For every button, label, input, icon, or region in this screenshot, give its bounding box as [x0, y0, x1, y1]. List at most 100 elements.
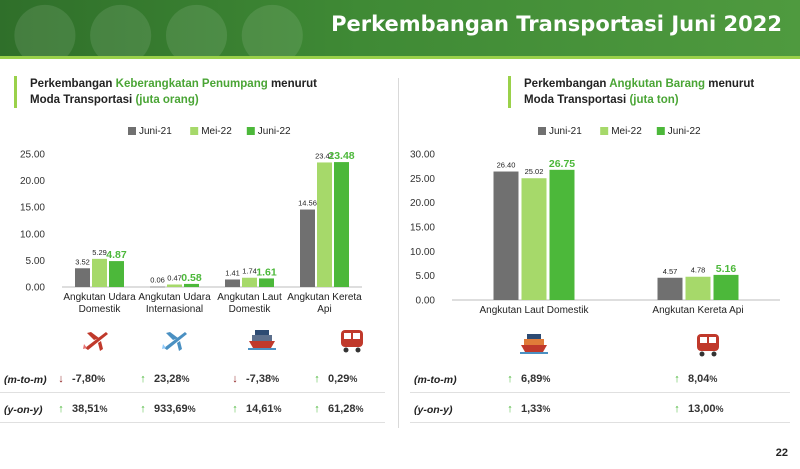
- ship-deck: [252, 335, 272, 341]
- stat-number: 23,28: [154, 373, 182, 385]
- stat-number: 38,51: [72, 403, 100, 415]
- freight-chart-title: Perkembangan Angkutan Barang menurut Mod…: [524, 76, 754, 108]
- train-wheel: [343, 347, 349, 353]
- stat-number: -7,38: [246, 373, 272, 385]
- legend-label: Juni-22: [668, 126, 701, 137]
- header-underline: [0, 56, 800, 59]
- page-number: 22: [775, 447, 788, 459]
- ship-icon: [248, 330, 276, 350]
- train-wheel: [699, 351, 705, 357]
- category-label: Angkutan Kereta: [287, 292, 362, 303]
- category-label: Internasional: [146, 304, 203, 315]
- category-label: Angkutan Udara: [138, 292, 211, 303]
- y-tick-label: 25.00: [410, 174, 435, 185]
- airplane-icon: [83, 332, 108, 351]
- data-label: 14.56: [298, 199, 317, 208]
- train-window: [709, 337, 716, 343]
- data-label: 4.78: [691, 266, 706, 275]
- data-label: 0.58: [181, 272, 202, 284]
- arrow-up-icon: ↑: [507, 403, 513, 415]
- data-label: 26.40: [497, 161, 516, 170]
- title-unit: (juta orang): [135, 94, 199, 106]
- data-label: 25.02: [525, 167, 544, 176]
- stat-number: 61,28: [328, 403, 356, 415]
- y-tick-label: 0.00: [416, 296, 436, 307]
- stat-value: ↑ 933,69%: [138, 403, 196, 415]
- arrow-up-icon: ↑: [314, 403, 320, 415]
- legend-label: Mei-22: [201, 126, 232, 137]
- stat-percent-sign: %: [187, 404, 196, 414]
- stat-row-label: (m-to-m): [4, 374, 47, 386]
- train-icon: [697, 334, 719, 357]
- stat-percent-sign: %: [271, 374, 280, 384]
- category-label: Domestik: [79, 304, 122, 315]
- legend-label: Juni-22: [258, 126, 291, 137]
- stat-value: ↓ -7,38%: [230, 373, 279, 385]
- y-tick-label: 30.00: [410, 150, 435, 161]
- title-unit: (juta ton): [629, 94, 679, 106]
- stat-value: ↑ 23,28%: [138, 373, 189, 385]
- plane-wing: [177, 341, 182, 351]
- arrow-up-icon: ↑: [507, 373, 513, 385]
- ship-water: [248, 348, 276, 350]
- category-label: Api: [317, 304, 331, 315]
- data-label: 0.47: [167, 273, 182, 282]
- y-tick-label: 20.00: [20, 176, 45, 187]
- category-label: Domestik: [229, 304, 272, 315]
- stat-percent-sign: %: [349, 374, 358, 384]
- category-label: Angkutan Kereta Api: [652, 305, 743, 316]
- legend-label: Juni-21: [549, 126, 582, 137]
- title-accent: [14, 76, 17, 108]
- legend-swatch: [600, 127, 609, 135]
- stat-row: (m-to-m) ↑ 6,89% ↑ 8,04%: [410, 368, 790, 393]
- arrow-up-icon: ↑: [674, 403, 680, 415]
- bar: [150, 286, 165, 288]
- panel-divider: [398, 78, 399, 428]
- arrow-down-icon: ↓: [232, 373, 238, 385]
- stat-value: ↑ 0,29%: [312, 373, 357, 385]
- stat-percent-sign: %: [273, 404, 282, 414]
- arrow-down-icon: ↓: [58, 373, 64, 385]
- arrow-up-icon: ↑: [58, 403, 64, 415]
- title-text: menurut: [267, 78, 317, 90]
- y-tick-label: 10.00: [20, 229, 45, 240]
- title-text: menurut: [705, 78, 755, 90]
- bar: [259, 278, 274, 287]
- data-label: 3.52: [75, 257, 90, 266]
- page-title: Perkembangan Transportasi Juni 2022: [331, 12, 782, 36]
- bar: [92, 258, 107, 287]
- data-label: 5.29: [92, 248, 107, 257]
- bar: [521, 178, 547, 300]
- y-tick-label: 0.00: [26, 283, 46, 294]
- stat-row-label: (y-on-y): [4, 404, 43, 416]
- arrow-up-icon: ↑: [232, 403, 238, 415]
- stat-value: ↑ 14,61%: [230, 403, 282, 415]
- data-label: 23.41: [315, 151, 334, 160]
- airplane-international-icon: [162, 332, 187, 351]
- stat-value: ↑ 6,89%: [505, 373, 550, 385]
- stat-value: ↓ -7,80%: [56, 373, 105, 385]
- plane-wing: [98, 341, 103, 351]
- title-text: Moda Transportasi: [30, 94, 136, 106]
- plane-wing: [166, 332, 178, 340]
- data-label: 1.74: [242, 267, 257, 276]
- bar: [167, 284, 182, 287]
- stat-number: 1,33: [521, 403, 543, 415]
- legend-swatch: [656, 127, 665, 135]
- data-label: 0.06: [150, 276, 165, 285]
- stat-percent-sign: %: [99, 404, 108, 414]
- ship-deck: [524, 339, 544, 345]
- stat-row-label: (m-to-m): [414, 374, 457, 386]
- y-tick-label: 25.00: [20, 150, 45, 161]
- stat-value: ↑ 13,00%: [672, 403, 723, 415]
- title-text: Moda Transportasi: [524, 94, 630, 106]
- stat-row: (y-on-y) ↑ 1,33% ↑ 13,00%: [410, 398, 790, 423]
- bar: [334, 162, 349, 287]
- bar: [549, 169, 575, 300]
- stat-number: 0,29: [328, 373, 350, 385]
- stat-percent-sign: %: [542, 374, 551, 384]
- stat-number: 8,04: [688, 373, 710, 385]
- legend-swatch: [190, 127, 199, 135]
- y-tick-label: 15.00: [410, 223, 435, 234]
- bar: [300, 209, 315, 287]
